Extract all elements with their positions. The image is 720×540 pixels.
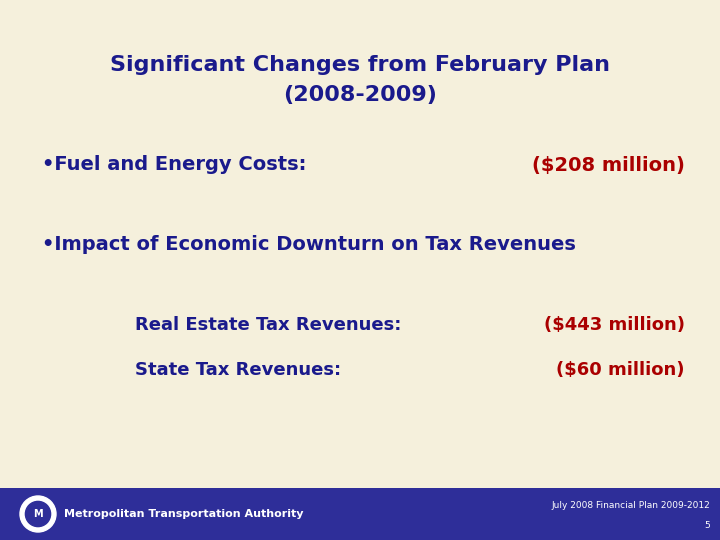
Text: ($208 million): ($208 million) <box>532 156 685 174</box>
Text: (2008-2009): (2008-2009) <box>283 85 437 105</box>
Text: M: M <box>33 509 42 519</box>
Text: •Impact of Economic Downturn on Tax Revenues: •Impact of Economic Downturn on Tax Reve… <box>42 235 576 254</box>
Circle shape <box>20 496 56 532</box>
Text: July 2008 Financial Plan 2009-2012: July 2008 Financial Plan 2009-2012 <box>552 501 710 510</box>
Text: Significant Changes from February Plan: Significant Changes from February Plan <box>110 55 610 75</box>
Text: Metropolitan Transportation Authority: Metropolitan Transportation Authority <box>64 509 304 519</box>
Text: State Tax Revenues:: State Tax Revenues: <box>135 361 341 379</box>
Circle shape <box>25 502 50 526</box>
Bar <box>0 488 720 540</box>
Text: •Fuel and Energy Costs:: •Fuel and Energy Costs: <box>42 156 307 174</box>
Text: ($60 million): ($60 million) <box>557 361 685 379</box>
Text: 5: 5 <box>704 522 710 530</box>
Text: ($443 million): ($443 million) <box>544 316 685 334</box>
Text: Real Estate Tax Revenues:: Real Estate Tax Revenues: <box>135 316 401 334</box>
